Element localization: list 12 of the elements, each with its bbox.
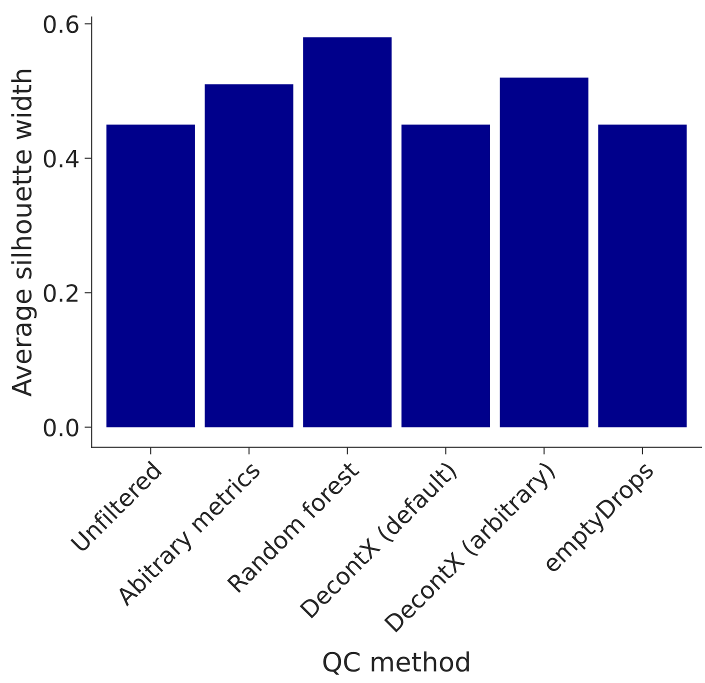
bar	[401, 124, 490, 428]
y-tick-label: 0.2	[44, 284, 78, 302]
bar	[303, 37, 392, 428]
y-tick-label: 0.4	[44, 150, 79, 168]
bar	[598, 124, 687, 428]
y-tick-label: 0.6	[44, 15, 78, 34]
y-tick-label: 0.0	[44, 418, 78, 436]
bar	[500, 78, 588, 428]
bar	[106, 124, 195, 428]
bar	[204, 84, 294, 428]
y-axis-title: Average silhouette width	[11, 70, 37, 397]
x-axis-title: QC method	[323, 651, 469, 675]
